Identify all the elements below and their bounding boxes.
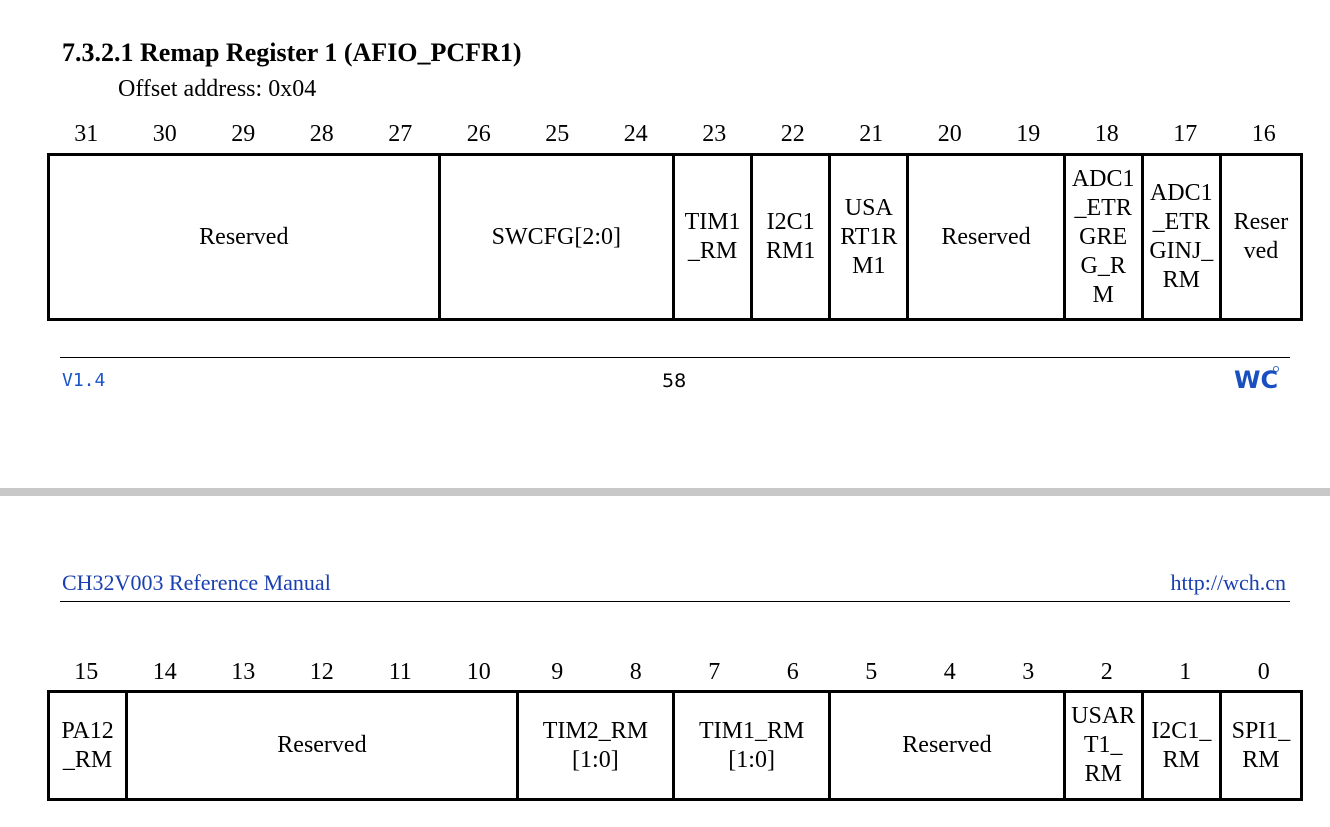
bit-number: 29: [231, 121, 256, 147]
bit-number: 6: [786, 659, 799, 685]
register-field: Reser ved: [1233, 209, 1289, 264]
section-title: 7.3.2.1 Remap Register 1 (AFIO_PCFR1): [62, 38, 522, 67]
bit-number: 8: [629, 659, 642, 685]
bit-number: 31: [74, 121, 99, 147]
document-page-lower: [0, 496, 1330, 827]
wch-logo-text: WCH: [1234, 366, 1280, 392]
register-field: ADC1 _ETR GRE G_R M: [1066, 156, 1144, 318]
bit-number: 5: [865, 659, 878, 685]
bit-number: 30: [152, 121, 177, 147]
offset-address: Offset address: 0x04: [118, 76, 317, 102]
bit-number: 27: [388, 121, 413, 147]
footer-rule: [60, 357, 1290, 358]
register-field: Reserved: [831, 693, 1066, 798]
bit-number: 15: [74, 659, 99, 685]
lower-bit-numbers: 15 14 13 12 11 10 9 8 7 6 5 4 3 2 1 0: [47, 658, 1303, 686]
document-page-upper: 7.3.2.1 Remap Register 1 (AFIO_PCFR1) Of…: [47, 38, 1303, 394]
register-field: TIM1 _RM: [675, 156, 754, 318]
register-field: SWCFG[2:0]: [441, 156, 675, 318]
bit-number: 16: [1251, 121, 1276, 147]
header-url: http://wch.cn: [1170, 570, 1286, 595]
bit-number: 18: [1094, 121, 1119, 147]
bit-number: 28: [309, 121, 334, 147]
bit-number: 1: [1179, 659, 1192, 685]
bit-number: 4: [943, 659, 956, 685]
bit-number: 20: [937, 121, 962, 147]
register-field: PA12 _RM: [50, 693, 129, 798]
bit-number: 7: [708, 659, 721, 685]
header-manual-title: CH32V003 Reference Manual: [62, 570, 331, 595]
register-field: Reserved: [128, 693, 519, 798]
register-field: I2C1_ RM: [1144, 693, 1222, 798]
register-field: USAR T1_ RM: [1066, 693, 1144, 798]
bit-number: 22: [780, 121, 805, 147]
bit-number: 12: [309, 659, 334, 685]
wch-logo: WCH: [1234, 364, 1298, 394]
footer-page-number: 58: [662, 370, 687, 392]
register-field: SPI1_ RM: [1231, 717, 1291, 773]
register-field: Reserved: [50, 156, 441, 318]
register-upper-half: Reserved SWCFG[2:0] TIM1 _RM I2C1 RM1 USA RT…: [47, 153, 1303, 321]
bit-number: 26: [466, 121, 491, 147]
bit-number: 14: [152, 659, 177, 685]
bit-number: 24: [623, 121, 648, 147]
register-field: I2C1 RM1: [753, 156, 832, 318]
bit-number: 11: [388, 659, 412, 685]
bit-number: 13: [231, 659, 256, 685]
bit-number: 19: [1016, 121, 1041, 147]
bit-number: 25: [545, 121, 570, 147]
bit-number: 10: [466, 659, 491, 685]
bit-number: 0: [1257, 659, 1270, 685]
register-field: TIM2_RM [1:0]: [519, 693, 675, 798]
register-field: Reserved: [909, 156, 1066, 318]
upper-bit-numbers: 31 30 29 28 27 26 25 24 23 22 21 20 19 18 17 16: [47, 120, 1303, 148]
page-separator: [0, 488, 1330, 496]
footer-version: V1.4: [62, 370, 106, 391]
bit-number: 2: [1100, 659, 1113, 685]
header-rule: [60, 601, 1290, 602]
bit-number: 3: [1022, 659, 1035, 685]
bit-number: 9: [551, 659, 564, 685]
bit-number: 23: [702, 121, 727, 147]
bit-number: 17: [1173, 121, 1198, 147]
register-field: ADC1 _ETR GINJ_ RM: [1144, 156, 1222, 318]
register-field: USA RT1R M1: [831, 156, 910, 318]
register-field: TIM1_RM [1:0]: [675, 693, 832, 798]
register-lower-half: PA12 _RM Reserved TIM2_RM [1:0] TIM1_RM [1:…: [47, 690, 1303, 801]
bit-number: 21: [859, 121, 884, 147]
